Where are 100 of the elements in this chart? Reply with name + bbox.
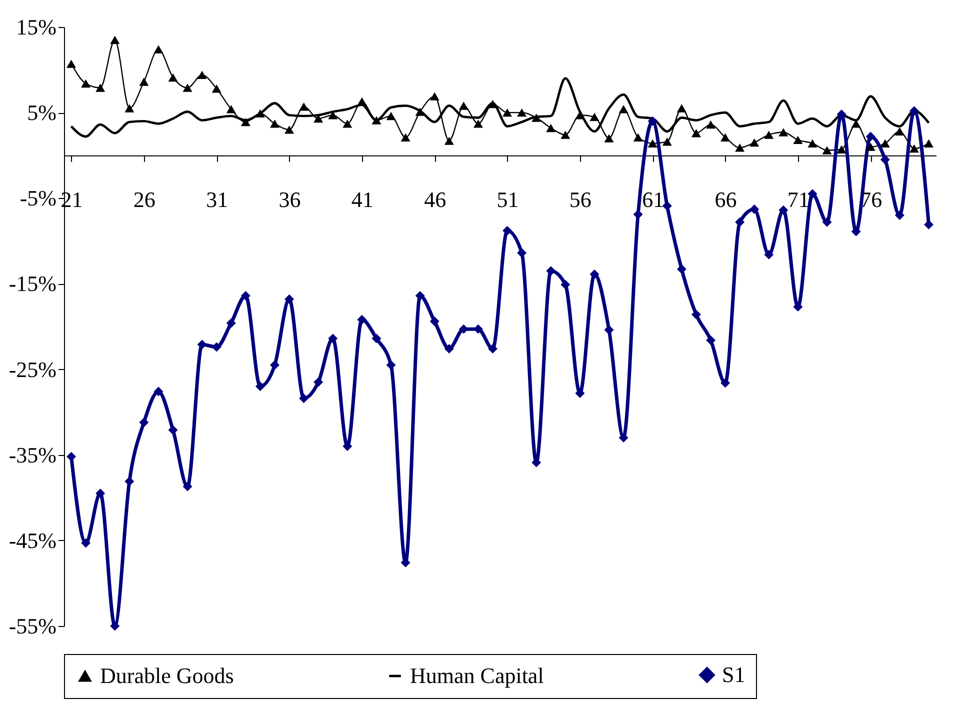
point	[706, 335, 716, 345]
point	[691, 310, 701, 320]
point	[357, 314, 367, 324]
point	[66, 452, 76, 462]
point	[648, 139, 658, 148]
point	[735, 217, 745, 227]
point	[81, 79, 91, 88]
point	[517, 248, 527, 258]
point	[299, 394, 309, 404]
point	[590, 270, 600, 280]
point	[764, 250, 774, 260]
point	[676, 104, 686, 112]
point	[706, 120, 716, 129]
point	[502, 108, 512, 117]
legend-label: S1	[722, 662, 746, 688]
point	[808, 189, 818, 199]
point	[473, 120, 483, 128]
point	[255, 109, 265, 118]
point	[750, 204, 760, 214]
point	[764, 130, 774, 139]
y-tick-label: 5%	[27, 100, 56, 126]
point	[618, 105, 628, 114]
point	[168, 73, 178, 82]
point	[822, 217, 832, 227]
point	[909, 106, 919, 116]
x-tick-label: 26	[133, 186, 156, 212]
point	[633, 210, 643, 220]
point	[110, 36, 120, 44]
point	[197, 70, 207, 80]
point	[139, 418, 149, 428]
point	[314, 377, 324, 387]
x-tick-label: 61	[642, 186, 664, 212]
point	[924, 139, 934, 148]
point	[124, 104, 134, 112]
point	[328, 334, 338, 344]
point	[372, 334, 382, 344]
point	[808, 139, 818, 148]
point	[182, 482, 192, 492]
point	[778, 205, 788, 215]
point	[386, 112, 396, 120]
point	[676, 264, 686, 274]
point	[299, 102, 309, 111]
point	[458, 324, 468, 334]
point	[502, 226, 512, 236]
point	[66, 60, 76, 68]
point	[517, 108, 527, 117]
point	[793, 136, 803, 144]
point	[822, 146, 832, 154]
point	[735, 144, 745, 152]
point	[851, 120, 861, 128]
point	[444, 344, 454, 354]
point	[691, 129, 701, 138]
y-tick-label: -5%	[20, 186, 56, 211]
point	[546, 266, 556, 276]
point	[240, 290, 250, 300]
point	[415, 290, 425, 300]
point	[720, 378, 730, 388]
point	[880, 154, 890, 164]
point	[270, 120, 280, 128]
point	[270, 360, 280, 370]
point	[415, 108, 425, 116]
point	[284, 294, 294, 304]
point	[284, 126, 294, 134]
point	[546, 124, 556, 132]
point	[793, 302, 803, 312]
point	[880, 139, 890, 148]
point	[212, 84, 222, 93]
point	[532, 114, 542, 122]
y-tick-label: 15%	[16, 14, 56, 40]
point	[836, 145, 846, 154]
legend-label: Human Capital	[410, 663, 544, 688]
point	[342, 120, 352, 128]
point	[750, 138, 760, 147]
point	[604, 134, 614, 142]
x-tick-label: 31	[206, 186, 228, 212]
y-tick-label: -45%	[8, 528, 56, 553]
point	[720, 133, 730, 142]
x-tick-label: 46	[424, 186, 446, 212]
point	[662, 201, 672, 211]
point	[924, 220, 934, 230]
point	[124, 476, 134, 486]
y-tick-label: -15%	[8, 271, 56, 296]
point	[778, 128, 788, 136]
point	[81, 538, 91, 548]
point	[894, 127, 904, 136]
point	[197, 340, 207, 350]
point	[212, 342, 222, 352]
point	[851, 226, 861, 236]
point	[488, 100, 498, 108]
legend-label: Durable Goods	[100, 663, 234, 688]
point	[154, 45, 164, 54]
x-tick-label: 56	[569, 186, 592, 212]
point	[458, 102, 468, 110]
point	[328, 111, 338, 120]
point	[590, 112, 600, 121]
point	[894, 210, 904, 220]
x-tick-label: 41	[351, 186, 374, 212]
point	[240, 118, 250, 126]
x-tick-label: 71	[787, 186, 810, 212]
point	[866, 142, 876, 151]
